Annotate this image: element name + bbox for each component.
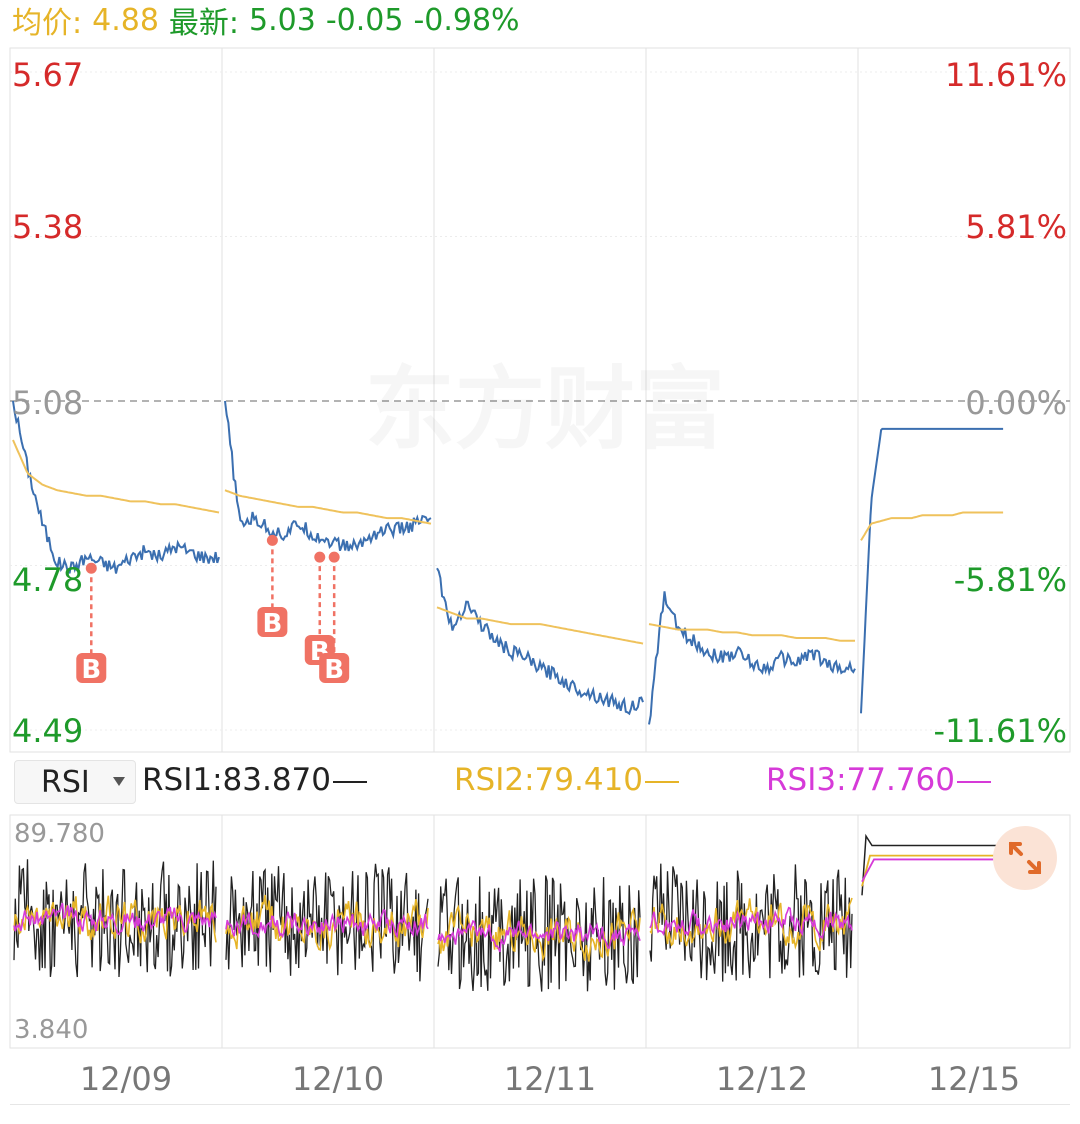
- avg-price-line: [224, 489, 432, 525]
- rsi1-line: [225, 863, 429, 982]
- price-change: -0.05: [325, 2, 404, 38]
- date-tick-label: 12/12: [716, 1060, 808, 1098]
- indicator-select-value: RSI: [41, 764, 90, 800]
- rsi-min-label: 3.840: [14, 1015, 88, 1045]
- avg-price-line: [860, 511, 1004, 541]
- indicator-select[interactable]: RSI: [14, 760, 136, 804]
- price-line: [436, 567, 644, 716]
- watermark-text: 东方财富: [365, 357, 725, 462]
- pct-tick-label: -5.81%: [954, 561, 1067, 599]
- expand-icon: [1009, 842, 1041, 874]
- rsi3-legend-text: RSI3:77.760: [766, 762, 955, 798]
- buy-marker-label: B: [324, 655, 344, 685]
- rsi-max-label: 89.780: [14, 819, 105, 849]
- rsi1-legend: RSI1:83.870: [142, 762, 367, 798]
- price-tick-label: 5.08: [12, 384, 83, 422]
- latest-price-label: 最新:: [168, 6, 240, 41]
- pct-tick-label: 11.61%: [945, 56, 1067, 94]
- buy-marker-tag: [76, 653, 107, 683]
- latest-price-value: 5.03: [249, 2, 316, 38]
- pct-tick-label: -11.61%: [933, 712, 1067, 750]
- buy-marker-label: B: [81, 655, 101, 685]
- rsi1-line: [649, 863, 853, 982]
- avg-price-line: [12, 439, 220, 514]
- expand-button[interactable]: [993, 826, 1057, 890]
- price-series: [12, 400, 1004, 725]
- rsi3-line: [861, 858, 1005, 883]
- price-line: [860, 427, 1004, 714]
- rsi3-line: [13, 902, 217, 936]
- rsi-series: [13, 833, 1005, 992]
- date-tick-label: 12/09: [80, 1060, 172, 1098]
- quote-header: 均价: 4.88 最新: 5.03 -0.05 -0.98%: [12, 0, 530, 42]
- buy-marker-dot: [328, 551, 340, 563]
- price-tick-label: 4.49: [12, 712, 83, 750]
- date-tick-label: 12/15: [928, 1060, 1020, 1098]
- date-tick-label: 12/11: [504, 1060, 596, 1098]
- avg-price-value: 4.88: [92, 2, 159, 38]
- avg-series: [12, 439, 1004, 645]
- price-tick-label: 5.67: [12, 56, 83, 94]
- price-line: [224, 400, 432, 552]
- price-line: [12, 400, 220, 574]
- chart-grid: [9, 47, 1071, 1049]
- buy-marker-tag: [319, 653, 350, 683]
- rsi2-legend-text: RSI2:79.410: [454, 762, 643, 798]
- buy-marker-label: B: [262, 609, 282, 639]
- price-panel-border: [9, 47, 1071, 753]
- rsi3-line: [225, 908, 429, 939]
- buy-marker-dot: [314, 551, 326, 563]
- rsi1-line: [861, 833, 1005, 896]
- rsi1-line: [13, 859, 217, 978]
- rsi3-line: [437, 919, 641, 953]
- rsi2-line: [13, 895, 217, 944]
- rsi1-legend-text: RSI1:83.870: [142, 762, 331, 798]
- rsi3-legend: RSI3:77.760: [766, 762, 991, 798]
- price-line: [648, 591, 856, 725]
- rsi-panel-border: [9, 814, 1071, 1049]
- buy-marker-tag: [257, 607, 288, 637]
- rsi1-line: [437, 875, 641, 992]
- avg-price-label: 均价:: [12, 6, 83, 41]
- avg-price-line: [436, 606, 644, 645]
- rsi2-line: [437, 904, 641, 962]
- rsi2-line: [225, 894, 429, 952]
- date-tick-label: 12/10: [292, 1060, 384, 1098]
- price-change-pct: -0.98%: [413, 2, 520, 38]
- footer-divider: [10, 1104, 1070, 1105]
- pct-tick-label: 0.00%: [965, 384, 1067, 422]
- indicator-bar: RSI RSI1:83.870 RSI2:79.410 RSI3:77.760: [0, 760, 1080, 806]
- price-tick-label: 5.38: [12, 208, 83, 246]
- dropdown-arrow-icon: [113, 777, 125, 786]
- buy-marker-dot: [266, 534, 278, 546]
- avg-price-line: [648, 623, 855, 642]
- rsi2-legend: RSI2:79.410: [454, 762, 679, 798]
- rsi3-line: [649, 906, 853, 940]
- pct-tick-label: 5.81%: [965, 208, 1067, 246]
- price-tick-label: 4.78: [12, 561, 83, 599]
- axis-labels: 5.67 5.38 5.08 4.78 4.49 11.61% 5.81% 0.00% -5.8…: [12, 56, 1067, 1098]
- buy-marker-dot: [85, 562, 97, 574]
